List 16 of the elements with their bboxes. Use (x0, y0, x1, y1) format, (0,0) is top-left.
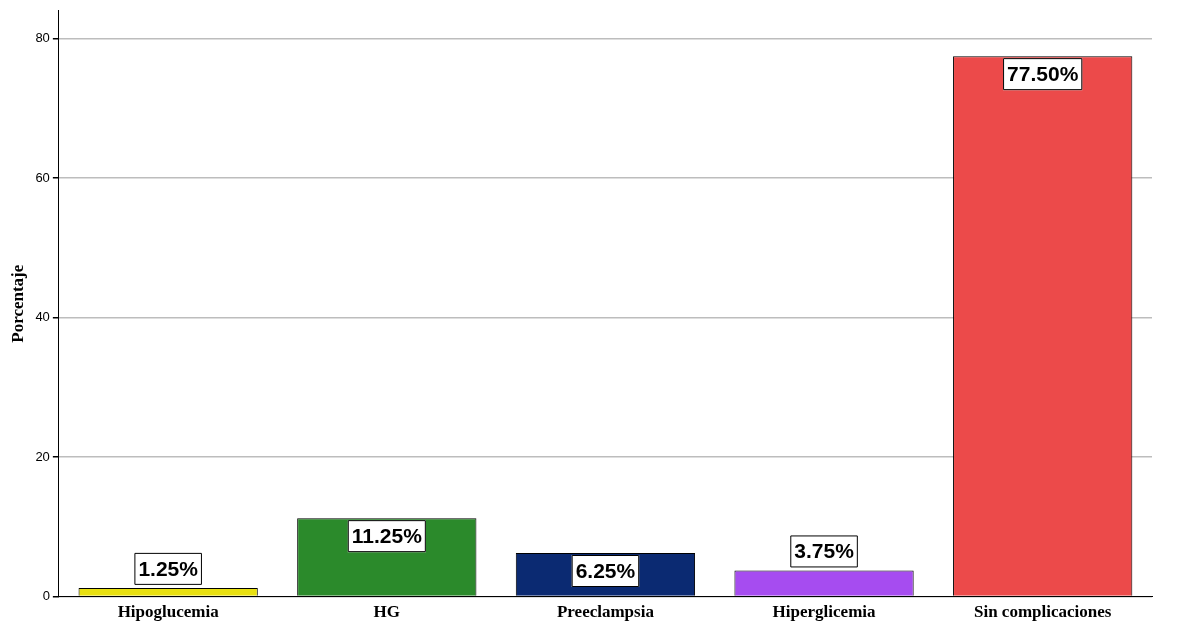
data-label: 11.25% (351, 523, 423, 547)
data-label: 1.25% (138, 556, 199, 580)
y-axis-title: Porcentaje (7, 264, 27, 343)
x-tick-label: Preeclampsia (556, 602, 655, 622)
y-tick-label: 40 (35, 309, 50, 325)
x-tick-label: HG (373, 602, 401, 622)
x-tick-label: Hipoglucemia (117, 602, 220, 622)
x-tick-label: Sin complicaciones (973, 602, 1112, 622)
y-tick-label: 0 (42, 588, 50, 604)
data-label: 77.50% (1007, 61, 1079, 85)
x-tick-label: Hiperglicemia (772, 602, 877, 622)
y-tick-label: 80 (35, 30, 50, 46)
data-label: 6.25% (575, 558, 636, 582)
y-tick-label: 20 (35, 448, 50, 464)
y-tick-label: 60 (35, 169, 50, 185)
data-label: 3.75% (794, 539, 855, 563)
